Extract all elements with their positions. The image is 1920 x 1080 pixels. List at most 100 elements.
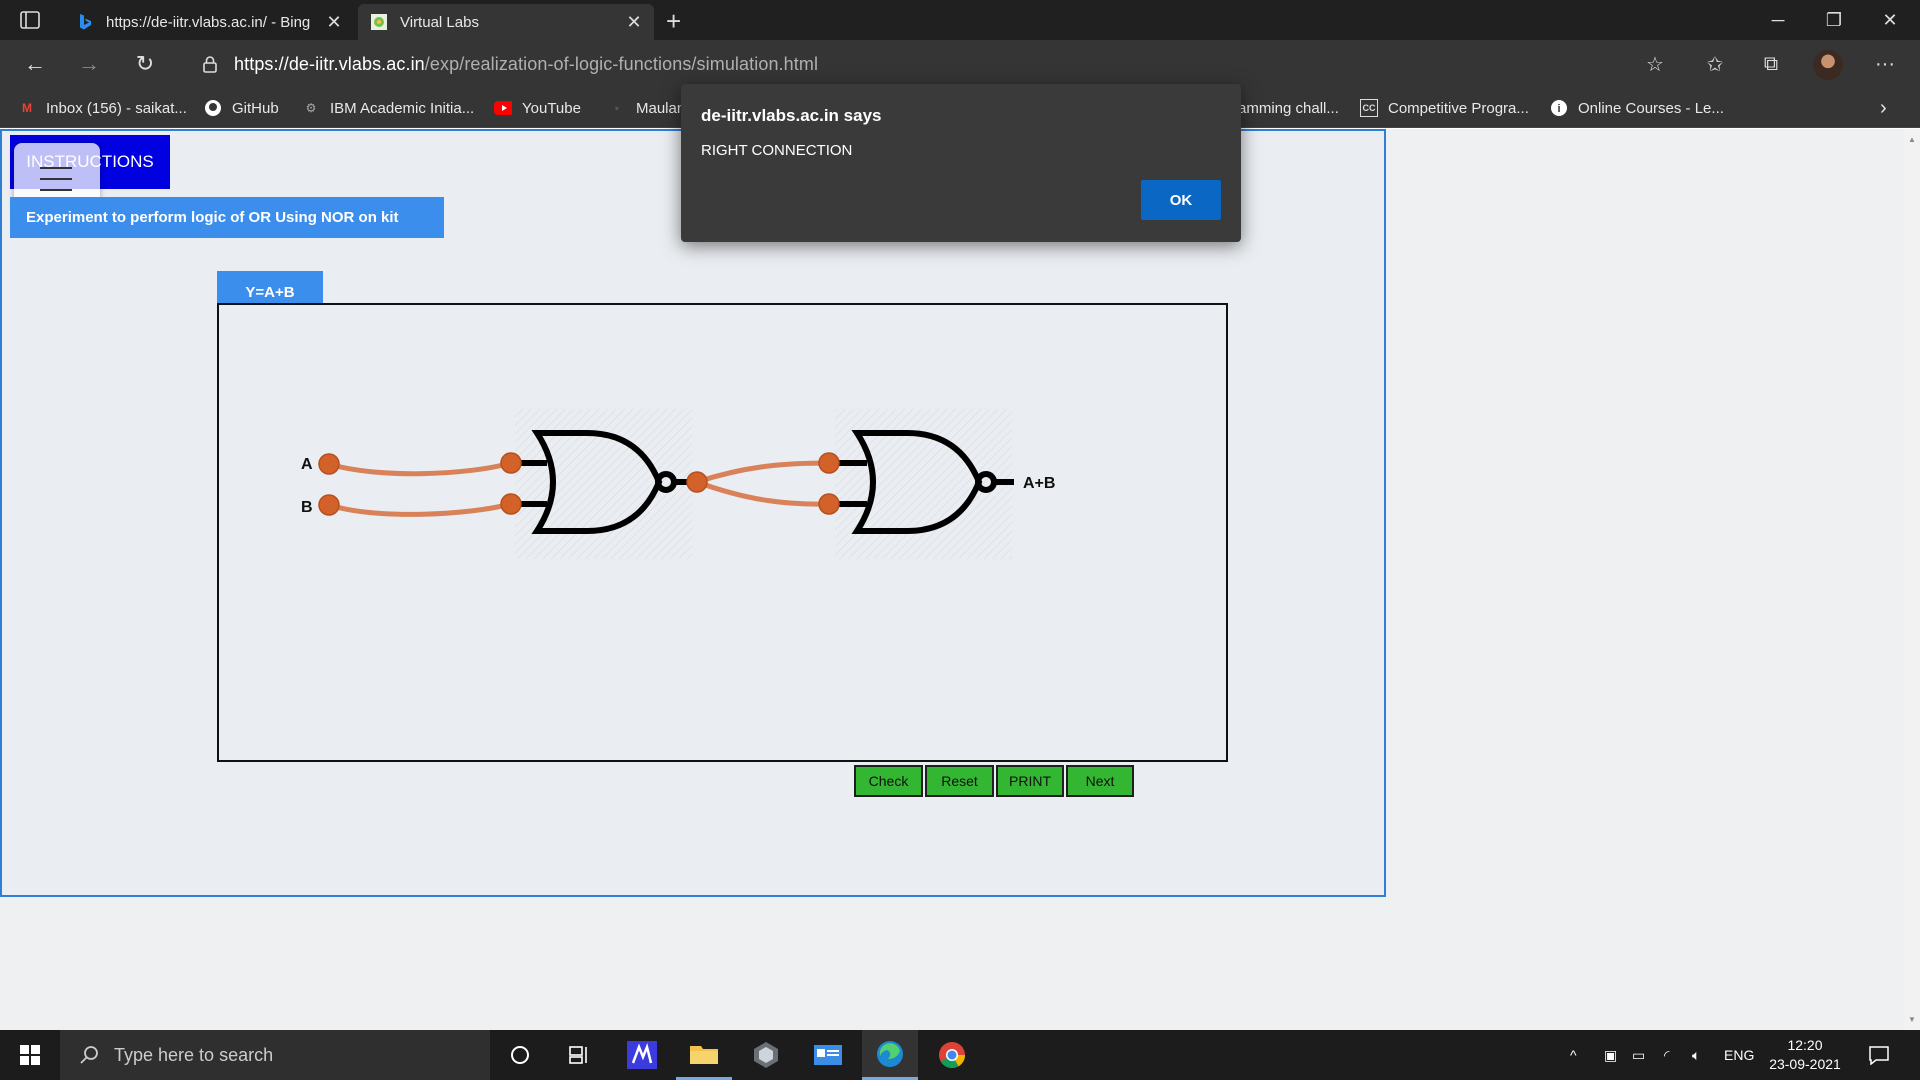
favorites-icon[interactable]: ✩ (1706, 53, 1724, 76)
taskbar: Type here to search ^ ▣ ▭ ◜ 🔈︎ ENG 12:20… (0, 1030, 1920, 1080)
task-view-icon[interactable] (552, 1030, 608, 1080)
reset-button[interactable]: Reset (925, 765, 994, 797)
bookmark-ibm[interactable]: ⚙ IBM Academic Initia... (302, 88, 475, 128)
wire-out1-b (694, 479, 832, 507)
app-icon-m[interactable] (614, 1030, 670, 1080)
ibm-icon: ⚙ (305, 101, 317, 115)
profile-avatar[interactable] (1813, 50, 1843, 80)
search-placeholder: Type here to search (114, 1044, 274, 1065)
navigation-bar: ← → ↻ https://de-iitr.vlabs.ac.in/exp/re… (0, 40, 1920, 88)
node-gate2-in1 (818, 452, 840, 474)
bookmark-label: Online Courses - Le... (1578, 99, 1724, 117)
taskbar-search[interactable]: Type here to search (60, 1030, 490, 1080)
add-favorite-icon[interactable]: ☆ (1646, 53, 1664, 76)
edge-browser-icon[interactable] (862, 1030, 918, 1080)
url-host: https://de-iitr.vlabs.ac.in (234, 53, 425, 74)
scroll-down-icon[interactable]: ▼ (1908, 1015, 1916, 1024)
check-button[interactable]: Check (854, 765, 923, 797)
github-icon (204, 99, 222, 117)
windows-start-icon[interactable] (0, 1030, 60, 1080)
bookmark-youtube[interactable]: YouTube (494, 88, 581, 128)
bookmark-label: GitHub (232, 99, 279, 117)
ok-button[interactable]: OK (1141, 180, 1221, 220)
tab-actions-icon[interactable] (16, 8, 44, 32)
bookmark-label: YouTube (522, 99, 581, 117)
close-tab-icon[interactable]: ✕ (326, 11, 342, 32)
node-gate2-in2 (818, 493, 840, 515)
bookmark-inbox[interactable]: M Inbox (156) - saikat... (18, 88, 187, 128)
expression-tab[interactable]: Y=A+B (217, 271, 323, 305)
bookmark-label: Inbox (156) - saikat... (46, 99, 187, 117)
label-a: A (301, 456, 313, 473)
circuit-diagram: A B A+B (301, 409, 1055, 559)
bookmark-label: Maulan (636, 99, 686, 117)
lock-icon[interactable] (200, 54, 220, 74)
tab-bing[interactable]: https://de-iitr.vlabs.ac.in/ - Bing ✕ (64, 4, 354, 40)
bookmark-label: Competitive Progra... (1388, 99, 1529, 117)
address-bar[interactable]: https://de-iitr.vlabs.ac.in/exp/realizat… (178, 46, 1676, 82)
node-gate1-out (686, 471, 708, 493)
label-output: A+B (1023, 475, 1055, 492)
system-clock[interactable]: 12:20 23-09-2021 (1760, 1036, 1850, 1074)
virtual-labs-icon (371, 14, 387, 30)
network-icon[interactable]: ◜ (1664, 1046, 1670, 1063)
dialog-message: RIGHT CONNECTION (701, 142, 853, 159)
show-hidden-icons[interactable]: ^ (1570, 1047, 1577, 1063)
wire-b (326, 501, 514, 517)
cortana-icon[interactable] (492, 1030, 548, 1080)
svg-text:i: i (1557, 103, 1560, 115)
more-bookmarks-chevron-icon[interactable]: › (1880, 96, 1887, 119)
scroll-up-icon[interactable]: ▲ (1908, 135, 1916, 144)
clock-time: 12:20 (1787, 1037, 1823, 1053)
bing-icon (80, 14, 91, 30)
close-tab-icon[interactable]: ✕ (626, 11, 642, 32)
label-b: B (301, 499, 313, 516)
bookmark-github[interactable]: GitHub (204, 88, 279, 128)
gmail-icon: M (22, 101, 32, 115)
file-explorer-icon[interactable] (676, 1030, 732, 1080)
url-text: https://de-iitr.vlabs.ac.in/exp/realizat… (234, 54, 818, 75)
bookmark-competitive-programming[interactable]: CC Competitive Progra... (1360, 88, 1529, 128)
new-tab-icon[interactable]: + (666, 6, 682, 36)
refresh-icon[interactable]: ↻ (135, 51, 155, 76)
app-icon-card[interactable] (800, 1030, 856, 1080)
search-icon (80, 1046, 98, 1064)
meet-now-icon[interactable]: ▣ (1604, 1046, 1618, 1063)
bookmark-programming-challenges[interactable]: amming chall... (1238, 88, 1339, 128)
bookmark-label: IBM Academic Initia... (330, 99, 475, 117)
battery-icon[interactable]: ▭ (1632, 1046, 1646, 1063)
alert-dialog: de-iitr.vlabs.ac.in says RIGHT CONNECTIO… (681, 84, 1241, 242)
chrome-icon[interactable] (924, 1030, 980, 1080)
bookmark-online-courses[interactable]: i Online Courses - Le... (1550, 88, 1724, 128)
back-icon[interactable]: ← (24, 51, 46, 76)
vertical-scrollbar[interactable]: ▲ ▼ (1904, 129, 1920, 1030)
bookmark-maulan[interactable]: ▪ Maulan (608, 88, 685, 128)
bookmark-label: amming chall... (1238, 99, 1339, 117)
app-icon-hexagon[interactable] (738, 1030, 794, 1080)
minimize-icon[interactable]: ─ (1771, 9, 1785, 30)
node-gate1-in1 (500, 452, 522, 474)
collections-icon[interactable]: ⧉ (1763, 52, 1779, 75)
dialog-title: de-iitr.vlabs.ac.in says (701, 106, 882, 125)
print-button[interactable]: PRINT (996, 765, 1064, 797)
next-button[interactable]: Next (1066, 765, 1134, 797)
more-options-icon[interactable]: ··· (1875, 52, 1895, 75)
nor-gate-2 (835, 430, 1014, 534)
close-window-icon[interactable]: ✕ (1882, 9, 1898, 30)
experiment-title: Experiment to perform logic of OR Using … (10, 197, 444, 238)
title-bar: https://de-iitr.vlabs.ac.in/ - Bing ✕ Vi… (0, 0, 1920, 40)
volume-icon[interactable]: 🔈︎ (1692, 1046, 1701, 1063)
restore-icon[interactable]: ❐ (1825, 9, 1843, 30)
tab-virtual-labs[interactable]: Virtual Labs ✕ (358, 4, 654, 40)
wire-a (326, 460, 514, 477)
language-indicator[interactable]: ENG (1724, 1047, 1755, 1063)
bookmark-icon: ▪ (614, 101, 620, 115)
forward-icon[interactable]: → (78, 51, 100, 76)
clock-date: 23-09-2021 (1769, 1056, 1841, 1072)
tab-label: https://de-iitr.vlabs.ac.in/ - Bing (106, 13, 311, 31)
notifications-icon[interactable] (1868, 1030, 1890, 1080)
node-b (318, 494, 340, 516)
page-content: INSTRUCTIONS Experiment to perform logic… (0, 129, 1920, 1030)
simulation-frame: INSTRUCTIONS Experiment to perform logic… (0, 129, 1386, 897)
youtube-icon (494, 99, 512, 117)
